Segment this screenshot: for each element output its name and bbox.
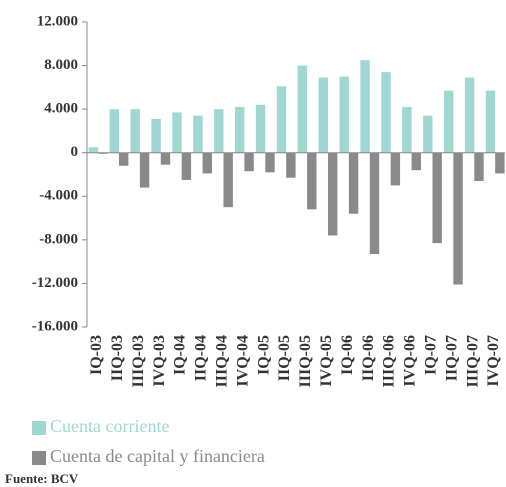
x-tick-label: IIIQ-06 <box>381 335 398 387</box>
bar <box>474 152 484 182</box>
y-tick-label: 4.000 <box>44 101 78 117</box>
bar <box>255 104 266 153</box>
x-tick-label: IQ-06 <box>339 335 356 375</box>
y-tick-label: -4.000 <box>39 188 78 204</box>
bar <box>193 115 203 153</box>
x-tick-label: IIQ-05 <box>276 335 293 381</box>
bar <box>423 115 433 153</box>
x-tick-label: IQ-05 <box>255 335 272 375</box>
bar <box>88 147 99 153</box>
bar <box>318 77 328 153</box>
bar <box>139 152 150 188</box>
bar <box>411 152 421 171</box>
y-tick-label: 0 <box>71 144 79 160</box>
bar <box>109 109 119 153</box>
x-tick-label: IVQ-03 <box>151 335 168 387</box>
bar <box>443 90 454 153</box>
bar <box>172 112 182 153</box>
bar <box>160 152 171 165</box>
bar <box>485 90 496 153</box>
bar <box>339 76 349 153</box>
x-tick-label: IQ-07 <box>423 335 440 375</box>
x-tick-label: IIQ-04 <box>193 335 210 381</box>
bar <box>234 106 245 153</box>
x-tick-label: IQ-03 <box>88 335 105 375</box>
x-tick-label: IVQ-04 <box>234 335 251 387</box>
bar <box>297 65 308 153</box>
bar <box>369 152 380 255</box>
bar <box>390 152 401 186</box>
y-tick-label: 12.000 <box>37 13 78 29</box>
legend-label: Cuenta corriente <box>50 416 169 436</box>
x-tick-label: IVQ-07 <box>485 335 502 387</box>
bar <box>130 109 140 153</box>
x-tick-label: IIIQ-05 <box>297 335 314 387</box>
y-tick-label: -8.000 <box>39 231 78 247</box>
x-tick-label: IQ-04 <box>172 335 189 375</box>
source: Fuente: BCV <box>5 471 79 486</box>
bar <box>181 152 192 180</box>
bar <box>360 60 370 153</box>
bar <box>307 152 317 210</box>
bar <box>265 152 275 173</box>
x-tick-label: IIIQ-07 <box>464 335 481 387</box>
bar <box>327 152 338 236</box>
legend-label: Cuenta de capital y financiera <box>50 446 265 466</box>
legend-swatch <box>32 421 46 435</box>
x-tick-label: IVQ-06 <box>402 335 419 387</box>
y-tick-label: 8.000 <box>44 57 78 73</box>
bar <box>348 152 359 214</box>
bar <box>98 152 108 154</box>
bar <box>495 152 505 174</box>
x-tick-label: IIQ-03 <box>109 335 126 381</box>
bar <box>402 106 412 153</box>
x-tick-label: IIIQ-03 <box>130 335 147 387</box>
bar <box>214 109 224 153</box>
bar <box>244 152 254 172</box>
x-tick-label: IVQ-05 <box>318 335 335 387</box>
bar <box>286 152 296 178</box>
bar <box>223 152 233 208</box>
x-tick-label: IIIQ-04 <box>214 335 231 387</box>
x-tick-label: IIQ-06 <box>360 335 377 381</box>
bar <box>276 86 287 153</box>
legend-swatch <box>32 451 46 465</box>
bar <box>432 152 442 244</box>
y-tick-label: -16.000 <box>32 318 78 334</box>
bar <box>202 152 212 174</box>
bar <box>381 72 391 153</box>
y-tick-label: -12.000 <box>32 275 78 291</box>
bar <box>453 152 463 285</box>
bar <box>151 118 161 153</box>
x-tick-label: IIQ-07 <box>443 335 460 381</box>
bar <box>464 77 475 153</box>
bar <box>118 152 129 166</box>
